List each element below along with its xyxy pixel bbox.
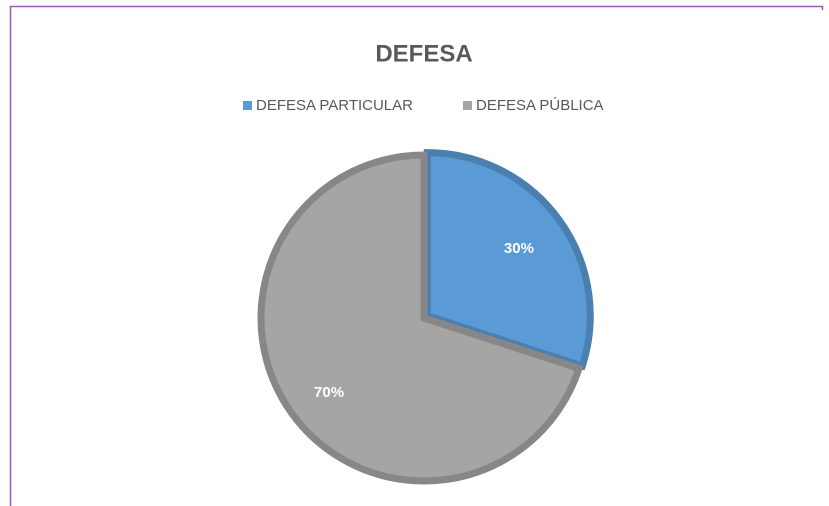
- legend-label: DEFESA PÚBLICA: [476, 97, 604, 114]
- pie-slice: [423, 149, 594, 371]
- data-label: 30%: [504, 240, 534, 257]
- chart-title: DEFESA: [375, 40, 472, 67]
- legend-swatch: [243, 101, 252, 110]
- pie-slice: [257, 151, 584, 485]
- data-label: 70%: [314, 384, 344, 401]
- legend-label: DEFESA PARTICULAR: [256, 97, 413, 114]
- legend-swatch: [463, 101, 472, 110]
- chart-border: [9, 5, 824, 506]
